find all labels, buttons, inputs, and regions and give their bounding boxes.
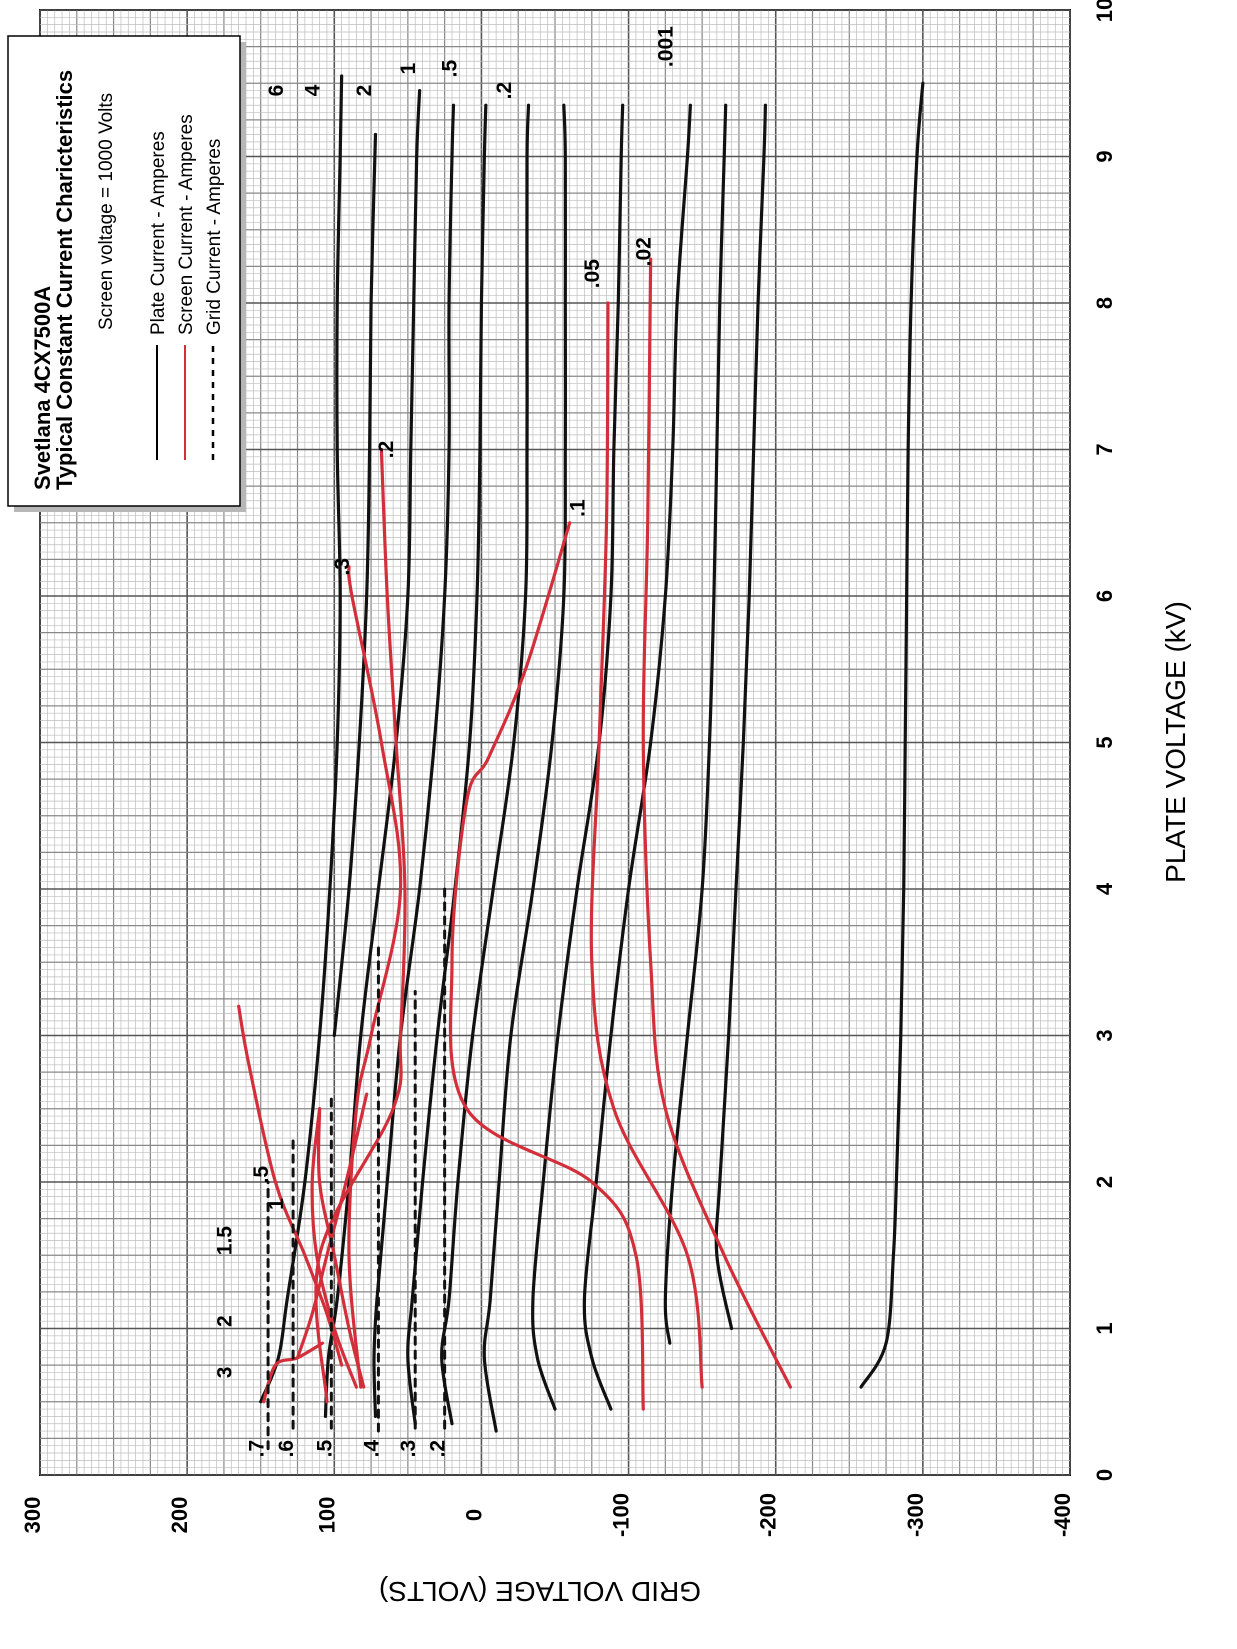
series-label-grid: .7 [246,1440,269,1458]
y-tick-label: 100 [314,1497,339,1534]
series-line-plate [531,103,625,1411]
y-tick-label: 200 [167,1497,192,1534]
series-line-plate [372,103,456,1418]
tick-labels: 0 1 2 3 4 5 6 7 8 9 10 300 200 100 0 -100 -200 -300 -400 [20,0,1117,1537]
series-line-screen [347,565,403,1389]
y-axis-label: GRID VOLTAGE (VOLTS) [379,1576,701,1607]
x-tick-label: 1 [1092,1322,1117,1334]
x-tick-label: 9 [1092,150,1117,162]
series-line-plate [714,103,768,1331]
series-line-plate [482,103,568,1433]
series-line-screen [589,301,704,1389]
series-label-screen: .3 [331,558,354,576]
series-line-screen [295,1092,369,1360]
y-tick-label: 0 [461,1509,486,1521]
series-label-plate: .001 [655,26,678,67]
grid [39,9,1071,1476]
series-label-screen: .5 [250,1166,273,1184]
x-tick-label: 7 [1092,443,1117,455]
series-label-grid: .5 [313,1440,336,1458]
series-label-grid: .2 [427,1440,450,1458]
series-line-screen [237,1004,344,1367]
series [237,74,925,1451]
series-line-screen [641,257,793,1389]
series-line-screen [314,447,407,1404]
series-line-screen [262,1341,325,1404]
legend-title: Svetlana 4CX7500A [30,286,55,490]
series-line-screen [310,1107,358,1389]
series-label-plate: .5 [438,60,461,78]
series-label-grid: .4 [360,1440,383,1458]
series-label-screen: .02 [633,237,656,266]
series-label-plate: 6 [265,85,288,97]
series-label-screen: 3 [213,1367,236,1379]
series-line-screen [448,521,645,1411]
x-tick-label: 0 [1092,1469,1117,1481]
x-tick-label: 10 [1092,0,1117,22]
x-axis-label: PLATE VOLTAGE (kV) [1160,601,1191,883]
series-line-plate [332,132,378,1038]
y-tick-label: -200 [756,1493,781,1537]
x-tick-label: 5 [1092,736,1117,748]
series-label-screen: 1.5 [213,1226,236,1256]
x-tick-label: 8 [1092,297,1117,309]
legend-plate-label: Plate Current - Amperes [148,131,169,335]
legend-screen-label: Screen Current - Amperes [176,114,197,335]
series-label-grid: .6 [275,1440,298,1458]
series-label-screen: 1 [265,1198,288,1210]
series-line-plate [259,74,344,1404]
series-label-screen: 2 [213,1315,236,1327]
series-line-plate [663,103,728,1345]
y-tick-label: 300 [20,1497,45,1534]
series-label-plate: .2 [493,82,516,100]
y-tick-label: -100 [609,1493,634,1537]
series-line-plate [323,88,422,1418]
series-line-screen [316,1107,366,1389]
x-tick-label: 3 [1092,1029,1117,1041]
series-label-plate: 4 [302,84,325,96]
x-tick-label: 2 [1092,1176,1117,1188]
y-tick-label: -300 [903,1493,928,1537]
legend-note: Screen voltage = 1000 Volts [96,93,117,330]
series-label-plate: 2 [353,85,376,97]
y-tick-label: -400 [1050,1493,1075,1537]
series-label-screen: .1 [566,499,589,517]
legend-box: Svetlana 4CX7500A Typical Constant Curre… [7,35,246,512]
series-label-screen: .2 [375,441,398,459]
series-label-plate: 1 [397,62,420,74]
series-line-plate [440,103,531,1426]
series-line-plate [859,81,925,1389]
series-label-screen: .05 [581,259,604,289]
series-label-grid: .3 [397,1440,420,1458]
legend-subtitle: Typical Constant Current Charicteristics [52,70,77,490]
x-tick-label: 6 [1092,590,1117,602]
series-line-plate [582,103,692,1411]
legend-grid-label: Grid Current - Amperes [204,139,225,335]
x-tick-label: 4 [1092,882,1117,895]
